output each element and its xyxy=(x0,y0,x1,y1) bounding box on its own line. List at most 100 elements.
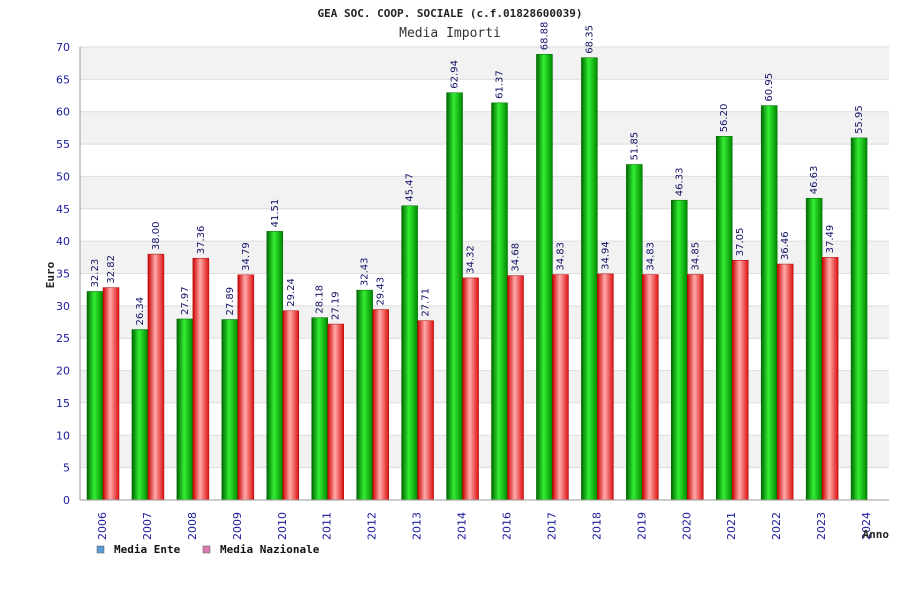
bar-media-ente-2010 xyxy=(266,231,284,501)
grid-band xyxy=(80,111,889,145)
value-label: 45.47 xyxy=(405,173,416,202)
value-label: 68.88 xyxy=(539,22,550,51)
bar-media-ente-2020 xyxy=(671,199,688,501)
y-tick-label: 50 xyxy=(56,170,70,183)
grid-band xyxy=(80,79,889,112)
value-label: 41.51 xyxy=(270,199,281,228)
bar-media-nazionale-2007 xyxy=(147,253,165,501)
x-tick-label: 2023 xyxy=(815,512,828,540)
bar-media-ente-2011 xyxy=(311,317,328,501)
x-tick-label: 2019 xyxy=(635,512,648,540)
value-label: 28.18 xyxy=(315,285,326,314)
bar-media-nazionale-2016 xyxy=(507,275,524,501)
x-tick-label: 2010 xyxy=(276,512,289,540)
value-label: 51.85 xyxy=(629,132,640,161)
chart-subtitle: Media Importi xyxy=(399,26,501,41)
y-axis-label: Euro xyxy=(44,261,57,288)
value-label: 37.49 xyxy=(825,225,836,254)
y-tick-label: 45 xyxy=(56,203,70,216)
value-label: 37.36 xyxy=(196,226,207,255)
value-label: 34.83 xyxy=(555,242,566,271)
value-label: 32.23 xyxy=(90,259,101,288)
legend-label-media-nazionale: Media Nazionale xyxy=(220,543,320,556)
bar-media-nazionale-2021 xyxy=(731,259,749,501)
grid-band xyxy=(80,435,889,468)
value-label: 68.35 xyxy=(584,25,595,54)
value-label: 29.24 xyxy=(286,278,297,307)
bar-media-ente-2018 xyxy=(581,57,598,501)
y-tick-label: 70 xyxy=(56,41,70,54)
grid-band xyxy=(80,47,889,80)
y-tick-label: 55 xyxy=(56,138,70,151)
legend-label-media-ente: Media Ente xyxy=(114,543,181,556)
bar-media-ente-2013 xyxy=(401,205,418,501)
bar-media-nazionale-2008 xyxy=(192,257,210,501)
bar-media-ente-2021 xyxy=(715,136,733,501)
x-tick-label: 2007 xyxy=(141,512,154,540)
x-tick-label: 2018 xyxy=(590,512,603,540)
x-tick-label: 2009 xyxy=(231,512,244,540)
bar-media-nazionale-2018 xyxy=(597,273,614,501)
value-label: 34.68 xyxy=(511,243,522,272)
value-label: 38.00 xyxy=(151,221,162,250)
grid-band xyxy=(80,273,889,306)
bar-media-ente-2014 xyxy=(446,92,463,501)
y-tick-label: 15 xyxy=(56,397,70,410)
x-tick-label: 2013 xyxy=(411,512,424,540)
bar-media-nazionale-2012 xyxy=(372,309,389,501)
value-label: 32.43 xyxy=(360,257,371,286)
value-label: 62.94 xyxy=(450,60,461,89)
gridlines xyxy=(80,46,889,501)
value-label: 36.46 xyxy=(780,231,791,260)
value-label: 27.19 xyxy=(331,291,342,320)
value-label: 34.79 xyxy=(241,242,252,271)
legend-swatch-media-nazionale xyxy=(202,545,211,554)
bar-media-nazionale-2013 xyxy=(417,320,434,501)
value-label: 34.94 xyxy=(600,241,611,270)
bar-media-nazionale-2019 xyxy=(642,274,659,501)
bar-media-ente-2019 xyxy=(626,164,643,501)
value-label: 61.37 xyxy=(495,70,506,99)
x-tick-label: 2012 xyxy=(366,512,379,540)
value-label: 56.20 xyxy=(719,104,730,133)
y-tick-label: 30 xyxy=(56,300,70,313)
x-tick-label: 2021 xyxy=(725,512,738,540)
x-tick-label: 2024 xyxy=(860,512,873,540)
x-tick-label: 2014 xyxy=(456,512,469,540)
value-label: 27.97 xyxy=(180,286,191,315)
value-label: 27.89 xyxy=(225,287,236,316)
bar-media-nazionale-2010 xyxy=(282,310,300,501)
y-tick-label: 35 xyxy=(56,268,70,281)
value-label: 32.82 xyxy=(106,255,117,284)
y-tick-label: 60 xyxy=(56,106,70,119)
value-label: 46.33 xyxy=(674,168,685,197)
grid-band xyxy=(80,370,889,403)
value-label: 27.71 xyxy=(421,288,432,317)
x-tick-label: 2017 xyxy=(545,512,558,540)
x-axis-label: Anno xyxy=(863,528,890,541)
legend: Media Ente Media Nazionale xyxy=(96,543,320,556)
bar-media-nazionale-2023 xyxy=(821,257,839,501)
bar-media-ente-2023 xyxy=(805,197,823,501)
value-label: 37.05 xyxy=(735,228,746,257)
bar-media-nazionale-2022 xyxy=(776,263,794,501)
bar-media-nazionale-2017 xyxy=(552,274,569,501)
y-tick-label: 65 xyxy=(56,73,70,86)
grid-band xyxy=(80,144,889,177)
bar-media-nazionale-2006 xyxy=(102,287,120,501)
bar-media-nazionale-2020 xyxy=(687,274,704,501)
x-tick-label: 2011 xyxy=(321,512,334,540)
x-tick-label: 2016 xyxy=(501,512,514,540)
value-label: 34.85 xyxy=(690,242,701,271)
bar-media-ente-2009 xyxy=(221,319,239,501)
bar-media-ente-2006 xyxy=(86,291,104,501)
x-tick-label: 2022 xyxy=(770,512,783,540)
grid-band xyxy=(80,208,889,242)
bar-media-ente-2024 xyxy=(850,137,868,501)
bar-media-ente-2017 xyxy=(536,53,553,501)
y-axis-ticks: 0 5 10 15 20 25 30 35 40 45 50 55 60 65 70 xyxy=(56,41,70,507)
bar-media-ente-2012 xyxy=(356,289,373,501)
x-tick-label: 2020 xyxy=(680,512,693,540)
bar-media-ente-2007 xyxy=(131,329,149,501)
value-labels: 32.23 32.82 26.34 38.00 27.97 37.36 27.89 34.79… xyxy=(90,22,865,326)
